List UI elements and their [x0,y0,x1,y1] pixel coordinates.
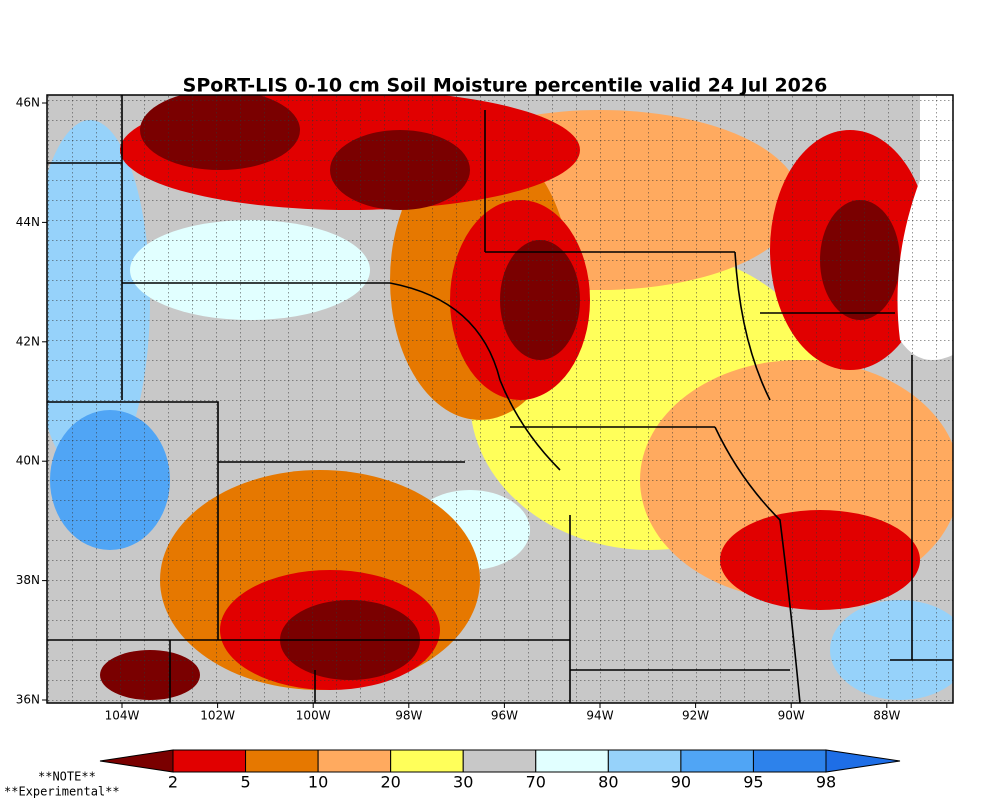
note: **Experimental** [4,785,120,799]
lat-label: 40N [16,454,40,468]
lon-label: 98W [395,709,422,723]
colorbar-label: 10 [308,773,328,792]
colorbar-label: 90 [671,773,691,792]
lat-label: 44N [16,215,40,229]
map-title: SPoRT-LIS 0-10 cm Soil Moisture percenti… [183,75,828,97]
colorbar-label: 20 [380,773,400,792]
lon-label: 92W [682,709,709,723]
map-frame [46,94,954,704]
lon-label: 100W [296,709,331,723]
lat-label: 38N [16,573,40,587]
colorbar-arrow [99,749,174,773]
colorbar-box [172,749,247,773]
colorbar-label: 80 [598,773,618,792]
colorbar-box [462,749,537,773]
lon-label: 104W [105,709,140,723]
lat-label: 46N [16,96,40,110]
lat-label: 42N [16,334,40,348]
colorbar-label: 98 [816,773,836,792]
lat-label: 36N [16,693,40,707]
colorbar-box [680,749,754,773]
colorbar-label: 2 [168,773,178,792]
colorbar-box [245,749,319,773]
map-field [47,95,953,703]
lon-label: 90W [778,709,805,723]
colorbar-arrow [825,749,901,773]
lon-label: 94W [586,709,613,723]
note: **NOTE** [38,770,96,784]
colorbar-box [752,749,827,773]
lon-label: 96W [491,709,518,723]
colorbar-label: 30 [453,773,473,792]
colorbar-box [390,749,464,773]
colorbar-box [607,749,682,773]
colorbar-label: 95 [743,773,763,792]
colorbar-box [317,749,392,773]
colorbar-label: 70 [526,773,546,792]
lon-label: 88W [873,709,900,723]
colorbar-label: 5 [240,773,250,792]
colorbar-box [535,749,609,773]
lon-label: 102W [200,709,235,723]
